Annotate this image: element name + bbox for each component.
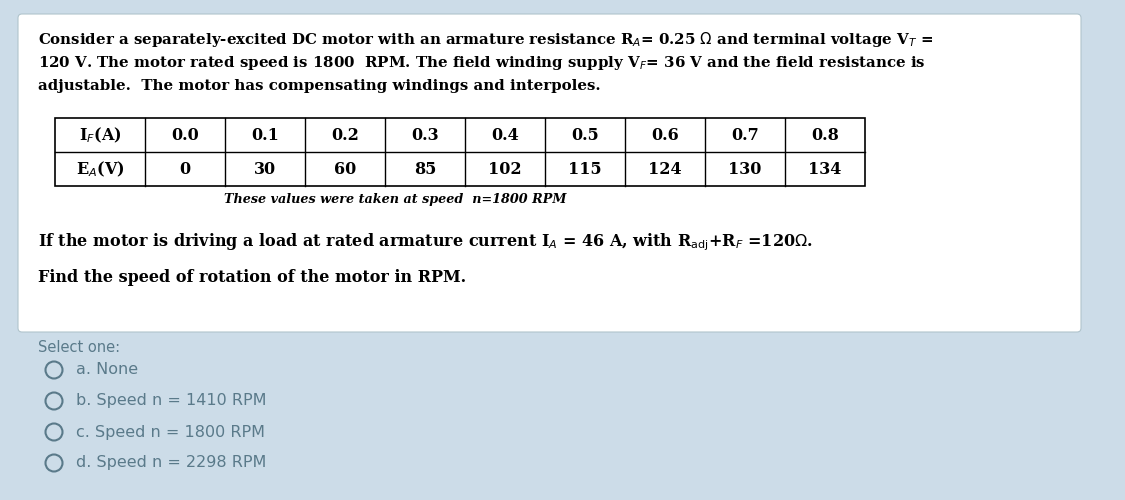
- Text: These values were taken at speed  n=1800 RPM: These values were taken at speed n=1800 …: [224, 193, 567, 206]
- Text: Select one:: Select one:: [38, 340, 120, 355]
- Text: 0.8: 0.8: [811, 126, 839, 144]
- Text: 60: 60: [334, 160, 357, 178]
- Text: Find the speed of rotation of the motor in RPM.: Find the speed of rotation of the motor …: [38, 268, 466, 285]
- Bar: [55, 118, 865, 186]
- Text: 0: 0: [180, 160, 190, 178]
- Text: 0.2: 0.2: [331, 126, 359, 144]
- Text: E$_A$(V): E$_A$(V): [75, 160, 124, 178]
- Text: 0.5: 0.5: [572, 126, 598, 144]
- Text: 85: 85: [414, 160, 436, 178]
- Text: 0.1: 0.1: [251, 126, 279, 144]
- Text: 0.3: 0.3: [412, 126, 439, 144]
- Text: 130: 130: [728, 160, 762, 178]
- Text: c. Speed n = 1800 RPM: c. Speed n = 1800 RPM: [76, 424, 266, 440]
- Text: b. Speed n = 1410 RPM: b. Speed n = 1410 RPM: [76, 394, 267, 408]
- FancyBboxPatch shape: [18, 14, 1081, 332]
- Text: a. None: a. None: [76, 362, 138, 378]
- Text: 120 V. The motor rated speed is 1800  RPM. The field winding supply V$_F$= 36 V : 120 V. The motor rated speed is 1800 RPM…: [38, 54, 926, 72]
- Text: 0.6: 0.6: [651, 126, 678, 144]
- Text: If the motor is driving a load at rated armature current I$_A$ = 46 A, with R$_{: If the motor is driving a load at rated …: [38, 231, 812, 253]
- Text: 134: 134: [808, 160, 842, 178]
- Text: 0.4: 0.4: [492, 126, 519, 144]
- Text: 115: 115: [568, 160, 602, 178]
- Text: 0.0: 0.0: [171, 126, 199, 144]
- Text: 102: 102: [488, 160, 522, 178]
- Text: Consider a separately-excited DC motor with an armature resistance R$_A$= 0.25 $: Consider a separately-excited DC motor w…: [38, 30, 934, 49]
- Text: d. Speed n = 2298 RPM: d. Speed n = 2298 RPM: [76, 456, 267, 470]
- Text: 0.7: 0.7: [731, 126, 759, 144]
- Text: adjustable.  The motor has compensating windings and interpoles.: adjustable. The motor has compensating w…: [38, 79, 601, 93]
- Text: I$_F$(A): I$_F$(A): [79, 126, 122, 144]
- Text: 30: 30: [254, 160, 276, 178]
- Text: 124: 124: [648, 160, 682, 178]
